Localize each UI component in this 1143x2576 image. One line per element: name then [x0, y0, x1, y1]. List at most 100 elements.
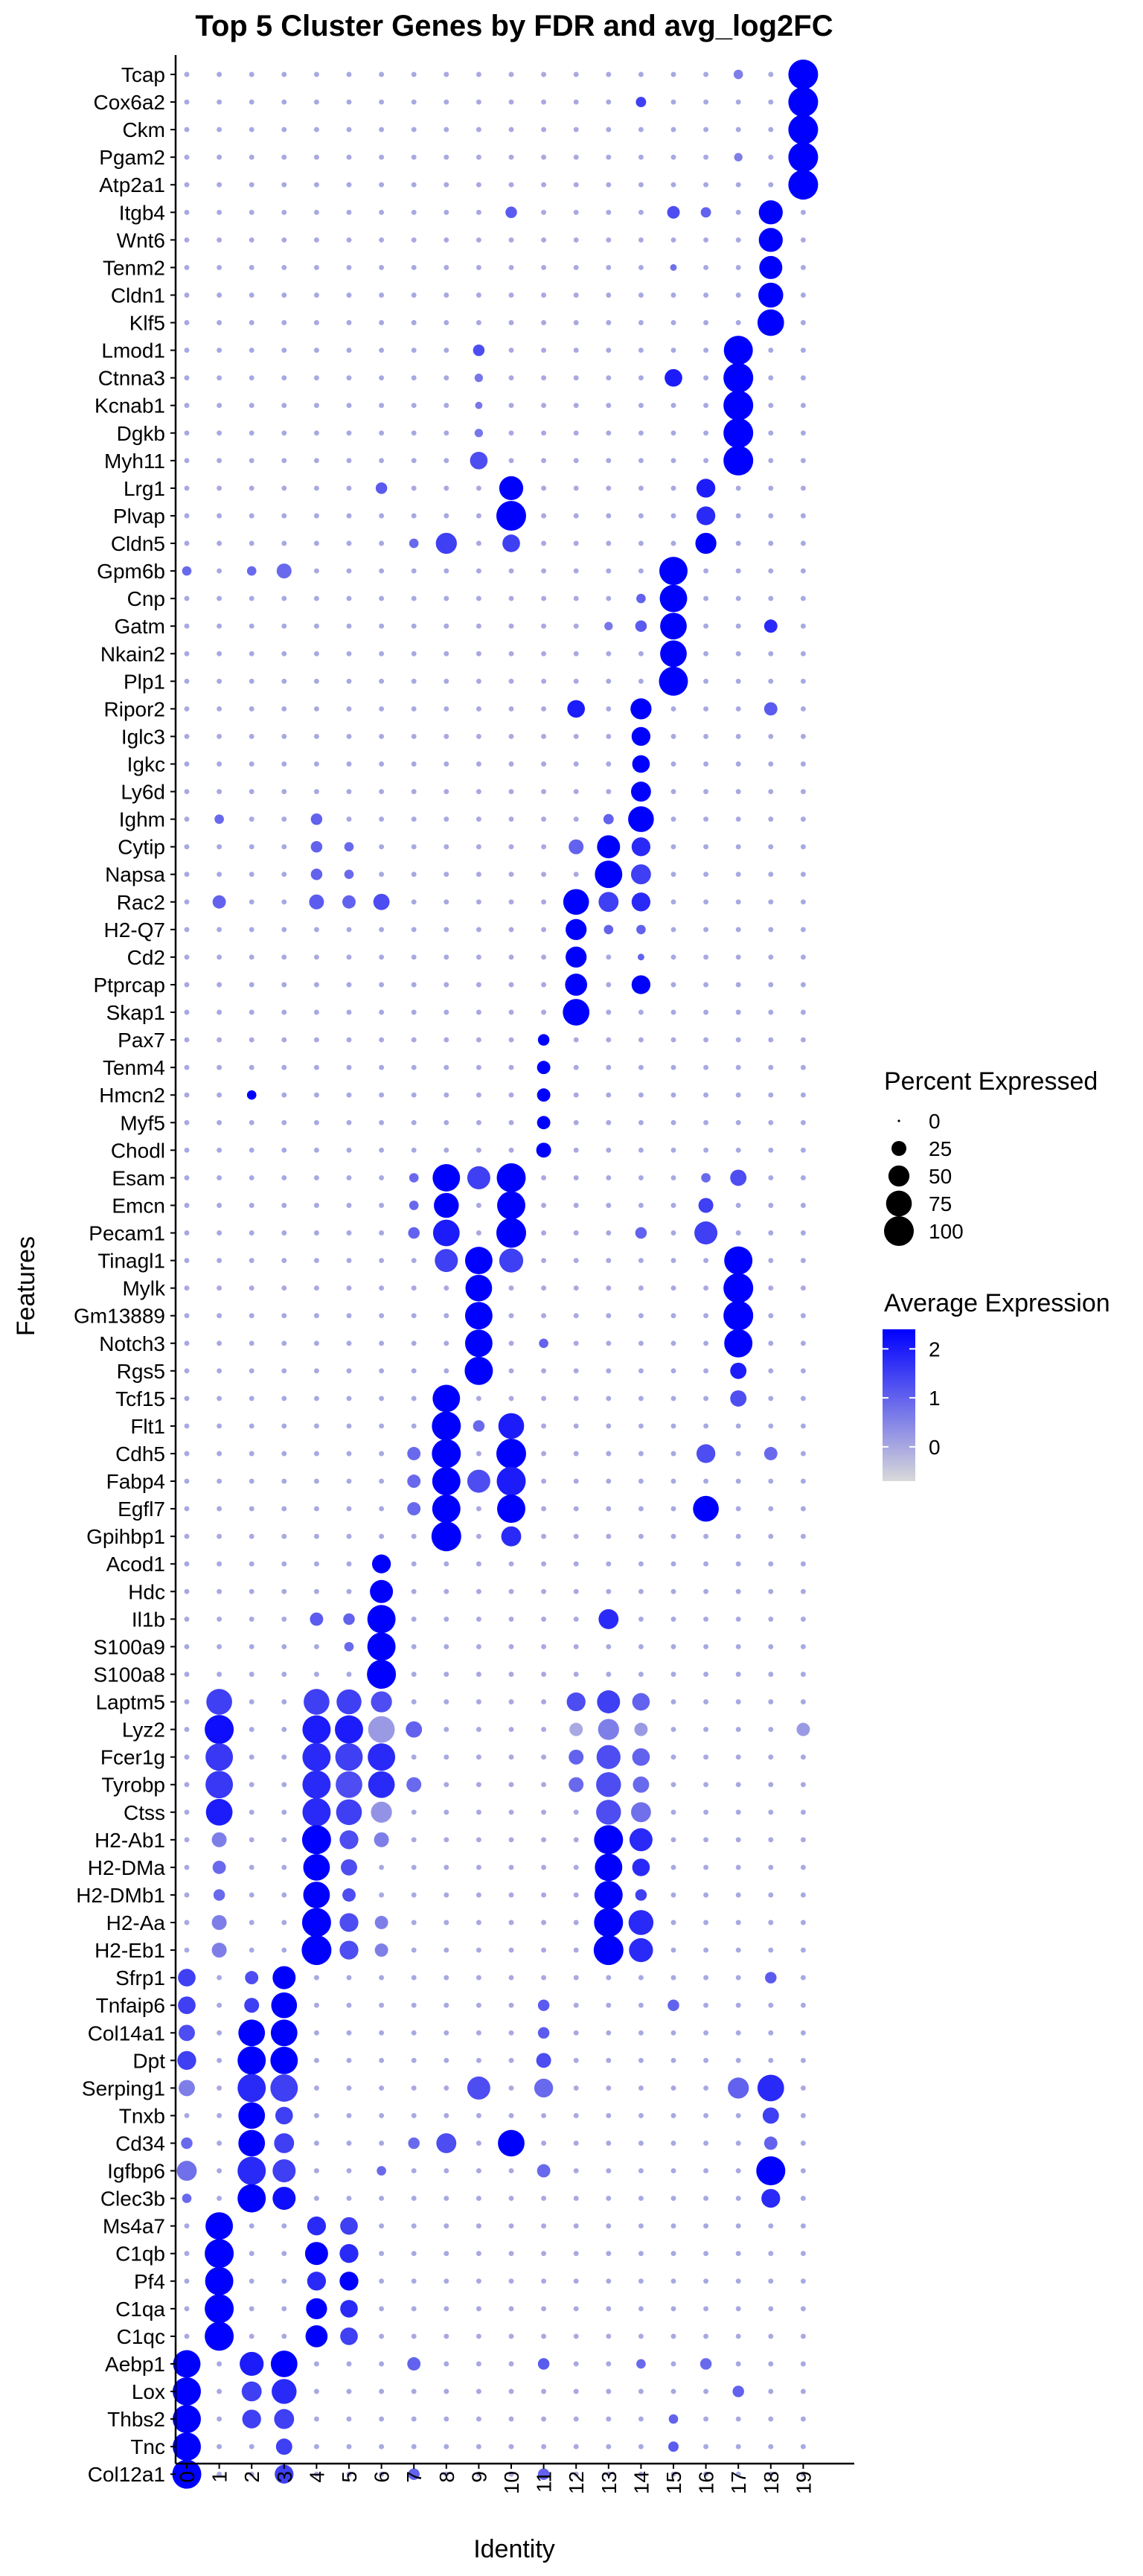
dot-dpt-5 [346, 2057, 352, 2063]
dot-col14a1-17 [735, 2030, 741, 2036]
dot-dpt-0 [177, 2051, 196, 2070]
dot-lyz2-3 [281, 1727, 287, 1733]
dot-iglc3-7 [411, 733, 417, 739]
dot-s100a8-6 [367, 1660, 397, 1689]
dot-rgs5-13 [606, 1368, 612, 1374]
dot-ms4a7-4 [307, 2217, 327, 2236]
dot-h2-eb1-0 [184, 1947, 190, 1953]
y-tick-label: S100a8 [93, 1663, 165, 1687]
dot-il1b-7 [411, 1616, 417, 1622]
dot-rac2-16 [703, 899, 709, 905]
dot-acod1-8 [444, 1561, 449, 1567]
dot-cldn1-3 [281, 293, 287, 298]
dot-gatm-5 [346, 623, 352, 629]
dot-igkc-4 [313, 761, 319, 767]
y-tick-label: Kcnab1 [95, 394, 165, 418]
dot-rgs5-16 [703, 1368, 709, 1374]
dot-lox-18 [768, 2388, 774, 2394]
dot-lyz2-8 [444, 1727, 449, 1733]
dot-cox6a2-15 [670, 99, 676, 105]
dot-serping1-8 [444, 2085, 449, 2091]
dot-ly6d-7 [411, 789, 417, 795]
dot-flt1-4 [313, 1423, 319, 1429]
dot-c1qc-19 [800, 2333, 806, 2339]
dot-myf5-0 [184, 1119, 190, 1125]
y-tick-label: H2-Eb1 [95, 1939, 165, 1962]
dot-tinagl1-5 [346, 1258, 352, 1264]
dot-itgb4-9 [476, 209, 481, 215]
dot-ripor2-3 [281, 706, 287, 712]
dot-laptm5-19 [800, 1699, 806, 1704]
dot-esam-2 [249, 1174, 254, 1180]
dot-thbs2-1 [217, 2416, 222, 2422]
dot-rac2-4 [309, 894, 324, 910]
dot-tnc-13 [606, 2444, 612, 2449]
dot-cd2-2 [249, 954, 254, 960]
dot-thbs2-12 [573, 2416, 579, 2422]
dot-gm13889-7 [411, 1313, 417, 1319]
y-tick-label: Il1b [132, 1608, 165, 1631]
dot-cldn1-17 [735, 293, 741, 298]
dot-rgs5-18 [768, 1368, 774, 1374]
dot-kcnab1-6 [379, 403, 385, 409]
dot-lmod1-7 [411, 348, 417, 354]
dot-nkain2-1 [217, 651, 222, 656]
dot-ripor2-11 [541, 706, 547, 712]
dot-tyrobp-7 [406, 1777, 422, 1792]
dot-thbs2-5 [346, 2416, 352, 2422]
dot-h2-aa-15 [670, 1920, 676, 1925]
dot-itgb4-1 [217, 209, 222, 215]
dot-napsa-2 [249, 872, 254, 878]
dot-aebp1-12 [573, 2361, 579, 2367]
size-legend-label: 50 [929, 1165, 952, 1188]
dot-cd34-11 [541, 2141, 547, 2146]
dot-napsa-14 [630, 864, 651, 885]
dot-mylk-15 [670, 1285, 676, 1291]
dot-emcn-4 [313, 1203, 319, 1208]
dot-wnt6-1 [217, 237, 222, 243]
x-tick-label: 16 [695, 2471, 718, 2494]
dot-wnt6-17 [735, 237, 741, 243]
dot-il1b-2 [249, 1616, 254, 1622]
dot-sfrp1-1 [217, 1975, 222, 1981]
dot-tinagl1-18 [768, 1258, 774, 1264]
dot-gpm6b-6 [379, 568, 385, 574]
dot-flt1-1 [217, 1423, 222, 1429]
dot-igkc-0 [184, 761, 190, 767]
dot-tcf15-6 [379, 1396, 385, 1402]
dot-myh11-14 [638, 458, 644, 464]
dot-lox-13 [606, 2388, 612, 2394]
dot-itgb4-6 [379, 209, 385, 215]
dot-cd2-17 [735, 954, 741, 960]
dot-dgkb-14 [638, 430, 644, 436]
dot-esam-4 [313, 1174, 319, 1180]
dot-sfrp1-0 [178, 1969, 196, 1987]
dot-igfbp6-18 [756, 2156, 786, 2186]
dot-s100a8-10 [508, 1672, 514, 1677]
dot-col12a1-14 [638, 2471, 644, 2477]
dot-serping1-4 [313, 2085, 319, 2091]
dot-ctss-18 [768, 1809, 774, 1815]
dot-s100a9-1 [217, 1643, 222, 1649]
dot-itgb4-12 [573, 209, 579, 215]
dot-pecam1-11 [541, 1230, 547, 1236]
dot-lox-17 [732, 2385, 744, 2397]
dot-tinagl1-17 [724, 1246, 753, 1275]
dot-tcf15-0 [184, 1396, 190, 1402]
dot-h2-eb1-5 [339, 1940, 359, 1960]
dot-h2-aa-14 [628, 1910, 654, 1935]
dot-lrg1-17 [735, 485, 741, 491]
x-tick-label: 2 [240, 2471, 263, 2483]
dot-igkc-18 [768, 761, 774, 767]
dot-tcap-1 [217, 71, 222, 77]
dot-tenm2-12 [573, 264, 579, 270]
dot-tnc-0 [173, 2432, 201, 2461]
dot-tinagl1-15 [670, 1258, 676, 1264]
dot-skap1-5 [346, 1009, 352, 1015]
color-legend-label: 0 [929, 1436, 941, 1459]
dot-myh11-17 [723, 445, 754, 476]
dot-mylk-14 [638, 1285, 644, 1291]
dot-dgkb-11 [541, 430, 547, 436]
dot-c1qb-6 [379, 2251, 385, 2257]
dot-iglc3-8 [444, 733, 449, 739]
